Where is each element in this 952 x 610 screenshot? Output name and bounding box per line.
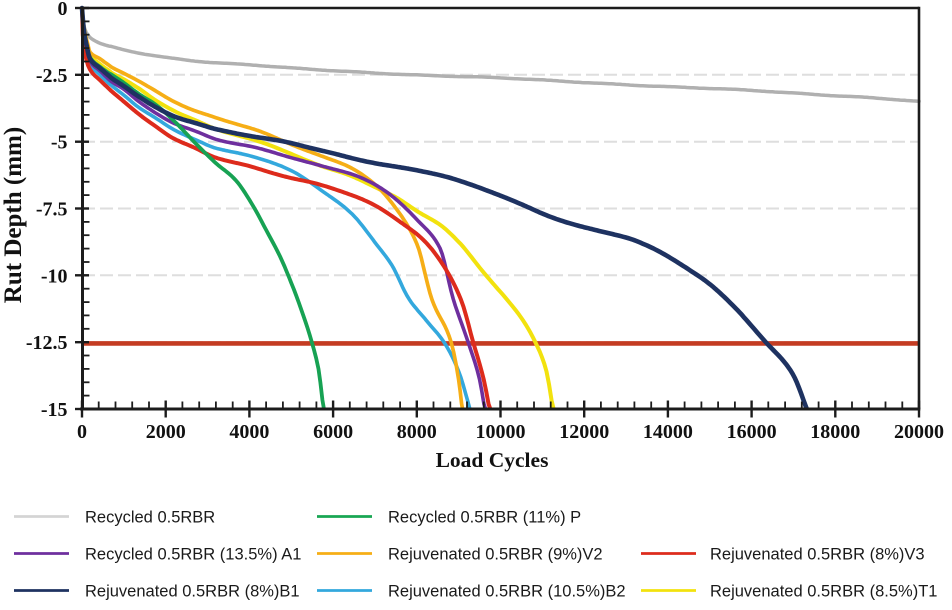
svg-text:12000: 12000 (559, 421, 609, 443)
svg-text:6000: 6000 (313, 421, 353, 443)
svg-text:Rejuvenated 0.5RBR (8.5%)T1: Rejuvenated 0.5RBR (8.5%)T1 (710, 582, 937, 600)
svg-text:-5: -5 (51, 132, 68, 154)
svg-text:18000: 18000 (810, 421, 860, 443)
svg-text:8000: 8000 (397, 421, 437, 443)
svg-text:Rejuvenated 0.5RBR (9%)V2: Rejuvenated 0.5RBR (9%)V2 (388, 545, 603, 563)
svg-text:Rut Depth (mm): Rut Depth (mm) (0, 127, 27, 303)
svg-text:0: 0 (58, 0, 68, 20)
svg-text:-12.5: -12.5 (26, 332, 68, 354)
svg-text:-2.5: -2.5 (36, 65, 68, 87)
svg-text:Load Cycles: Load Cycles (436, 448, 549, 472)
svg-text:Rejuvenated 0.5RBR (8%)B1: Rejuvenated 0.5RBR (8%)B1 (85, 582, 300, 600)
svg-text:Rejuvenated 0.5RBR (8%)V3: Rejuvenated 0.5RBR (8%)V3 (710, 545, 925, 563)
svg-text:20000: 20000 (894, 421, 944, 443)
svg-text:2000: 2000 (146, 421, 186, 443)
svg-text:16000: 16000 (727, 421, 777, 443)
svg-text:10000: 10000 (476, 421, 526, 443)
svg-text:-7.5: -7.5 (36, 199, 68, 221)
svg-text:Recycled 0.5RBR: Recycled 0.5RBR (85, 508, 215, 526)
svg-text:-15: -15 (41, 399, 68, 421)
svg-text:0: 0 (77, 421, 87, 443)
svg-text:Recycled 0.5RBR (11%) P: Recycled 0.5RBR (11%) P (388, 508, 581, 526)
svg-text:Rejuvenated 0.5RBR (10.5%)B2: Rejuvenated 0.5RBR (10.5%)B2 (388, 582, 626, 600)
svg-text:14000: 14000 (643, 421, 693, 443)
svg-text:4000: 4000 (229, 421, 269, 443)
svg-text:Recycled 0.5RBR (13.5%) A1: Recycled 0.5RBR (13.5%) A1 (85, 545, 301, 563)
svg-text:-10: -10 (41, 265, 68, 287)
